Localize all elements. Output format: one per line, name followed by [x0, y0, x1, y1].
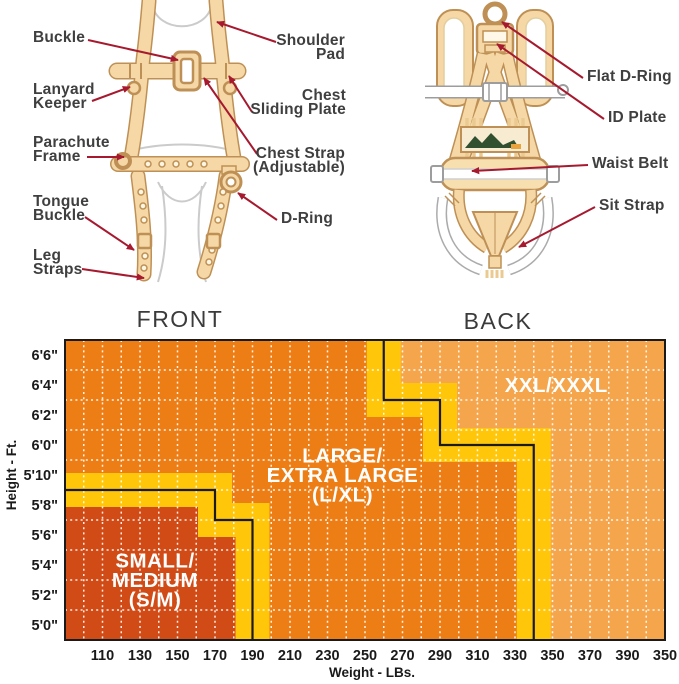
label-sit-strap: Sit Strap [599, 197, 665, 214]
leader-id-plate [496, 43, 605, 120]
y-tick-label: 5'6" [32, 528, 58, 544]
y-tick-label: 5'8" [32, 498, 58, 514]
label-d-ring: D-Ring [281, 210, 333, 227]
y-axis-title: Height - Ft. [4, 440, 19, 511]
leader-shoulder-pad [216, 20, 277, 43]
label-buckle: Buckle [33, 29, 86, 46]
y-tick-label: 5'0" [32, 618, 58, 634]
size-boundary-line [382, 340, 535, 640]
x-tick-label: 370 [578, 648, 602, 664]
y-tick-label: 6'0" [32, 438, 58, 454]
label-shoulder-pad: Shoulder Pad [276, 32, 345, 63]
x-tick-label: 290 [428, 648, 452, 664]
y-tick-label: 6'2" [32, 408, 58, 424]
y-tick-label: 5'4" [32, 558, 58, 574]
tongue-buckle-shape [136, 232, 153, 250]
region-label-large-xl: LARGE/EXTRA LARGE (L/XL) [267, 445, 419, 507]
y-tick-label: 5'2" [32, 588, 58, 604]
label-waist-belt: Waist Belt [592, 155, 669, 172]
label-tongue-buckle: Tongue Buckle [33, 193, 90, 224]
x-tick-label: 390 [615, 648, 639, 664]
y-tick-label: 5'10" [23, 468, 58, 484]
x-tick-label: 130 [128, 648, 152, 664]
label-leg-straps: Leg Straps [33, 247, 83, 278]
front-caption: FRONT [136, 306, 224, 332]
leader-waist-belt [471, 164, 589, 175]
label-chest-strap: Chest Strap (Adjustable) [253, 145, 345, 176]
label-parachute-frame: Parachute Frame [33, 134, 110, 165]
x-tick-label: 190 [240, 648, 264, 664]
x-tick-label: 110 [91, 648, 114, 664]
back-harness-illustration [425, 1, 569, 278]
x-tick-label: 350 [540, 648, 564, 664]
y-tick-label: 6'6" [32, 348, 58, 364]
leader-tongue-buckle [84, 216, 135, 251]
x-tick-label: 230 [315, 648, 339, 664]
size-boundary-line [65, 488, 254, 640]
back-caption: BACK [463, 308, 533, 334]
leader-lanyard-keeper [91, 86, 131, 102]
front-harness-illustration [108, 0, 250, 283]
leader-d-ring [237, 192, 278, 221]
label-id-plate: ID Plate [608, 109, 667, 126]
leader-flat-d-ring [501, 21, 584, 79]
x-tick-label: 170 [203, 648, 227, 664]
leader-buckle [87, 39, 179, 62]
label-lanyard-keeper: Lanyard Keeper [33, 81, 95, 112]
x-tick-label: 270 [390, 648, 414, 664]
x-tick-label: 310 [465, 648, 489, 664]
label-flat-d-ring: Flat D-Ring [587, 68, 672, 85]
plot-area [65, 340, 665, 640]
leader-lines-overlay [81, 20, 605, 281]
label-chest-sliding-plate: Chest Sliding Plate [250, 87, 346, 118]
x-tick-label: 250 [353, 648, 377, 664]
region-label-xxl-xxxl: XXL/XXXL [505, 374, 608, 397]
x-tick-label: 210 [278, 648, 302, 664]
region-label-small-medium: SMALL/MEDIUM (S/M) [112, 550, 198, 612]
sizing-chart: LARGE/EXTRA LARGE (L/XL) XXL/XXXL SMALL/MED… [4, 339, 677, 680]
x-tick-label: 350 [653, 648, 677, 664]
x-tick-label: 150 [165, 648, 189, 664]
leader-sit-strap [518, 206, 596, 248]
leader-chest-sliding-plate [228, 75, 253, 113]
leader-leg-straps [81, 268, 145, 281]
x-tick-label: 330 [503, 648, 527, 664]
x-axis-title: Weight - LBs. [329, 665, 415, 680]
leader-chest-strap [203, 77, 258, 155]
plot-border [64, 339, 666, 641]
y-tick-label: 6'4" [32, 378, 58, 394]
